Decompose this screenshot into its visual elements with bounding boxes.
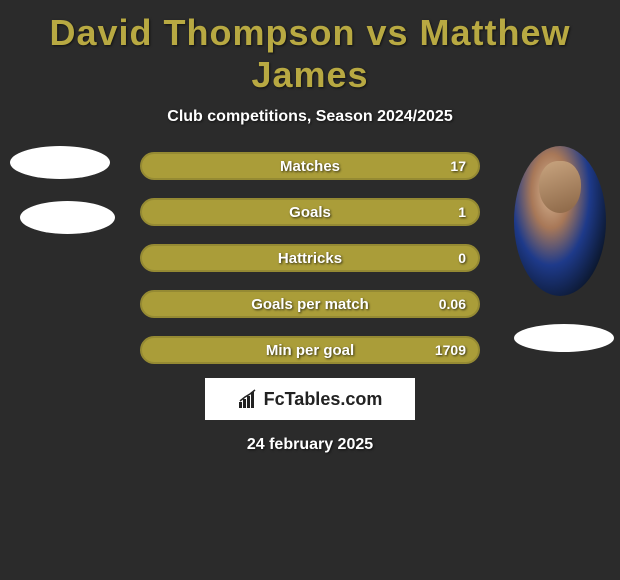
stat-label: Matches: [280, 158, 340, 175]
stat-row-hattricks: Hattricks 0: [140, 244, 480, 272]
main-container: David Thompson vs Matthew James Club com…: [0, 0, 620, 470]
avatar-left: [10, 146, 102, 296]
stat-label: Hattricks: [278, 250, 342, 267]
player-portrait-icon: [514, 146, 606, 296]
stat-value: 0.06: [439, 296, 466, 312]
oval-placeholder-icon: [10, 146, 110, 179]
logo-box: FcTables.com: [205, 378, 415, 420]
stat-value: 1709: [435, 342, 466, 358]
barchart-icon: [238, 389, 260, 409]
subtitle: Club competitions, Season 2024/2025: [0, 104, 620, 146]
avatar-right: [514, 146, 606, 296]
stat-label: Min per goal: [266, 342, 354, 359]
logo-text: FcTables.com: [264, 389, 383, 410]
stat-value: 0: [458, 250, 466, 266]
date-label: 24 february 2025: [0, 420, 620, 470]
stat-label: Goals: [289, 204, 331, 221]
stat-value: 1: [458, 204, 466, 220]
stat-value: 17: [450, 158, 466, 174]
stat-label: Goals per match: [251, 296, 369, 313]
stat-row-goals-per-match: Goals per match 0.06: [140, 290, 480, 318]
stat-row-min-per-goal: Min per goal 1709: [140, 336, 480, 364]
stats-area: Matches 17 Goals 1 Hattricks 0 Goals per…: [0, 146, 620, 376]
stat-row-matches: Matches 17: [140, 152, 480, 180]
stat-row-goals: Goals 1: [140, 198, 480, 226]
oval-placeholder-icon: [514, 324, 614, 352]
stat-bars: Matches 17 Goals 1 Hattricks 0 Goals per…: [140, 152, 480, 382]
page-title: David Thompson vs Matthew James: [0, 0, 620, 104]
oval-placeholder-icon: [20, 201, 115, 234]
